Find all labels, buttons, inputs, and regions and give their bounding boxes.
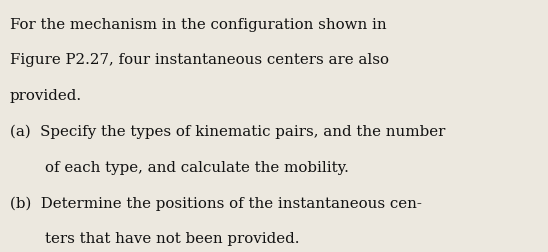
Text: (b)  Determine the positions of the instantaneous cen-: (b) Determine the positions of the insta… [10, 197, 422, 211]
Text: of each type, and calculate the mobility.: of each type, and calculate the mobility… [45, 161, 349, 175]
Text: provided.: provided. [10, 89, 82, 103]
Text: For the mechanism in the configuration shown in: For the mechanism in the configuration s… [10, 18, 386, 32]
Text: ters that have not been provided.: ters that have not been provided. [45, 232, 299, 246]
Text: Figure P2.27, four instantaneous centers are also: Figure P2.27, four instantaneous centers… [10, 53, 389, 68]
Text: (a)  Specify the types of kinematic pairs, and the number: (a) Specify the types of kinematic pairs… [10, 125, 445, 139]
